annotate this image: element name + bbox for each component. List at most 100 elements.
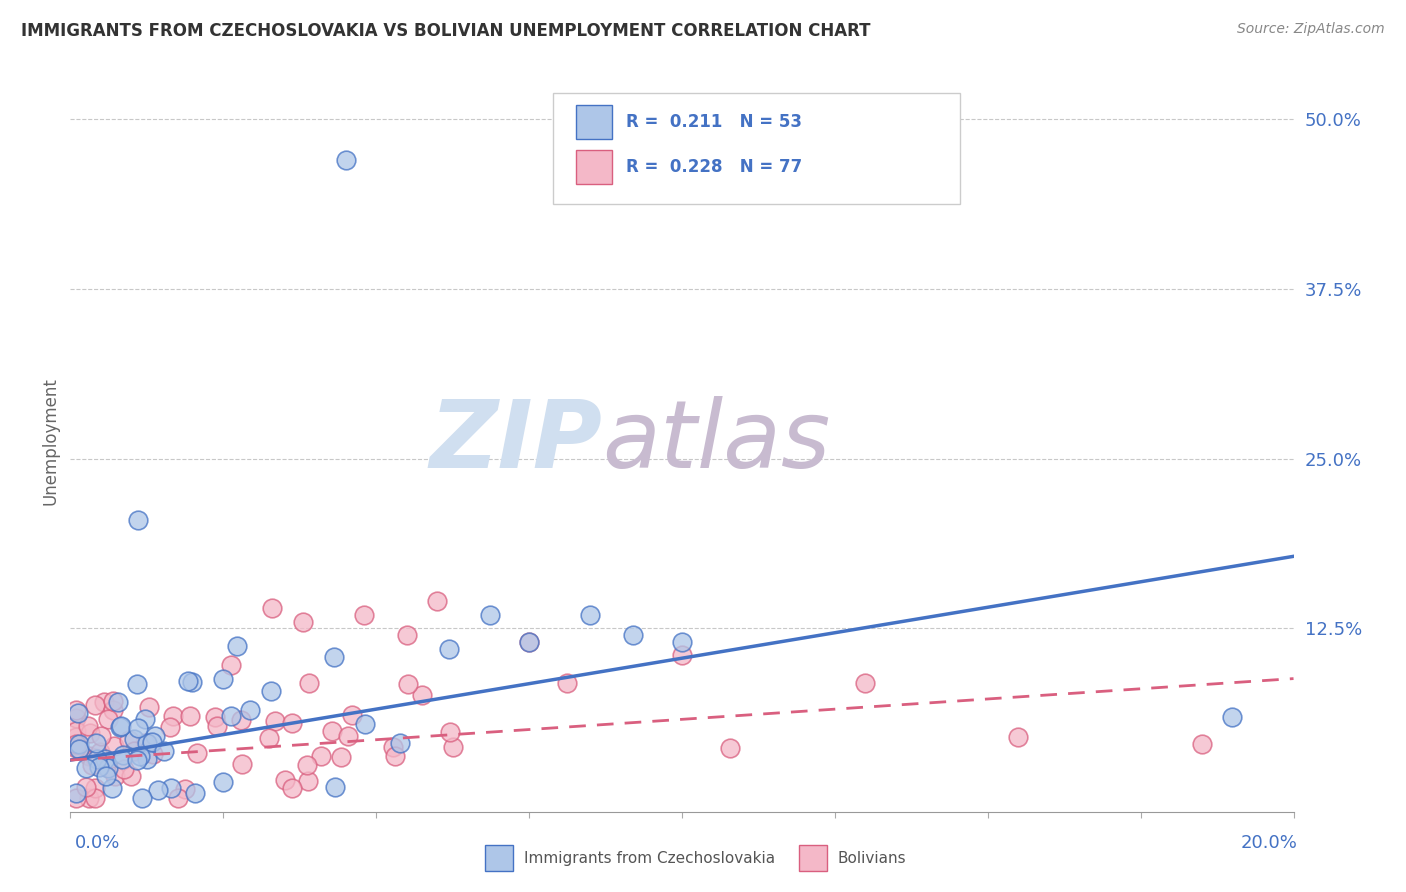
Point	[281, 781, 304, 796]
Point	[75, 761, 97, 775]
Point	[262, 601, 284, 615]
Point	[389, 736, 412, 750]
Point	[125, 753, 148, 767]
Text: Source: ZipAtlas.com: Source: ZipAtlas.com	[1237, 22, 1385, 37]
Point	[97, 761, 120, 775]
Point	[353, 607, 375, 622]
Point	[1007, 730, 1029, 744]
Point	[65, 703, 87, 717]
Point	[66, 706, 89, 721]
Point	[281, 715, 304, 730]
Point	[439, 641, 461, 656]
Point	[101, 780, 124, 795]
Point	[110, 719, 132, 733]
Point	[212, 672, 235, 686]
Point	[146, 782, 169, 797]
Point	[67, 740, 90, 755]
Point	[103, 703, 125, 717]
Point	[127, 721, 149, 735]
Point	[83, 791, 105, 805]
Point	[186, 746, 208, 760]
Point	[86, 752, 108, 766]
Point	[141, 735, 163, 749]
Point	[1220, 709, 1243, 723]
Point	[396, 676, 419, 690]
Point	[90, 729, 112, 743]
Point	[212, 774, 235, 789]
Point	[101, 693, 124, 707]
Point	[135, 752, 157, 766]
Point	[94, 760, 117, 774]
Point	[411, 689, 433, 703]
Point	[127, 513, 149, 527]
Point	[323, 650, 346, 665]
Point	[323, 780, 346, 794]
Point	[671, 635, 693, 649]
Point	[426, 594, 449, 608]
Point	[179, 708, 201, 723]
Text: 20.0%: 20.0%	[1241, 834, 1298, 852]
Point	[166, 791, 188, 805]
Point	[122, 731, 145, 746]
Point	[84, 698, 107, 713]
Point	[298, 675, 321, 690]
Point	[354, 716, 377, 731]
Point	[67, 737, 90, 751]
Point	[67, 742, 90, 756]
Text: 0.0%: 0.0%	[75, 834, 120, 852]
Point	[718, 740, 741, 755]
Point	[297, 774, 319, 789]
Point	[120, 769, 142, 783]
Point	[238, 703, 260, 717]
Text: R =  0.228   N = 77: R = 0.228 N = 77	[626, 158, 801, 176]
Text: R =  0.211   N = 53: R = 0.211 N = 53	[626, 113, 801, 131]
Point	[231, 757, 253, 772]
Text: ZIP: ZIP	[429, 395, 602, 488]
Point	[159, 720, 181, 734]
Point	[441, 739, 464, 754]
Point	[107, 696, 129, 710]
Point	[84, 736, 107, 750]
Point	[96, 712, 118, 726]
Point	[65, 740, 87, 755]
Point	[65, 724, 87, 739]
Point	[128, 749, 150, 764]
Point	[89, 744, 111, 758]
Point	[103, 739, 125, 754]
Point	[384, 749, 406, 764]
Point	[125, 677, 148, 691]
Point	[75, 780, 97, 794]
Point	[221, 709, 243, 723]
Point	[557, 676, 579, 690]
Point	[138, 700, 160, 714]
Point	[65, 786, 87, 800]
Text: atlas: atlas	[602, 396, 831, 487]
Point	[84, 780, 107, 795]
Point	[174, 781, 197, 796]
Point	[122, 744, 145, 758]
Point	[219, 658, 242, 673]
Point	[321, 723, 343, 738]
Point	[479, 607, 502, 622]
Point	[231, 713, 253, 727]
Point	[110, 751, 132, 765]
Point	[184, 786, 207, 800]
Point	[311, 749, 333, 764]
Point	[226, 639, 249, 653]
Point	[291, 615, 314, 629]
Point	[110, 719, 132, 733]
Text: IMMIGRANTS FROM CZECHOSLOVAKIA VS BOLIVIAN UNEMPLOYMENT CORRELATION CHART: IMMIGRANTS FROM CZECHOSLOVAKIA VS BOLIVI…	[21, 22, 870, 40]
Point	[79, 726, 101, 740]
Point	[160, 780, 183, 795]
Point	[621, 628, 644, 642]
Point	[579, 607, 602, 622]
Point	[142, 747, 165, 761]
Point	[382, 739, 405, 754]
Point	[104, 769, 127, 783]
Point	[517, 635, 540, 649]
Point	[297, 758, 319, 772]
Point	[181, 674, 204, 689]
Point	[134, 712, 156, 726]
Point	[264, 714, 287, 728]
Point	[177, 674, 200, 689]
